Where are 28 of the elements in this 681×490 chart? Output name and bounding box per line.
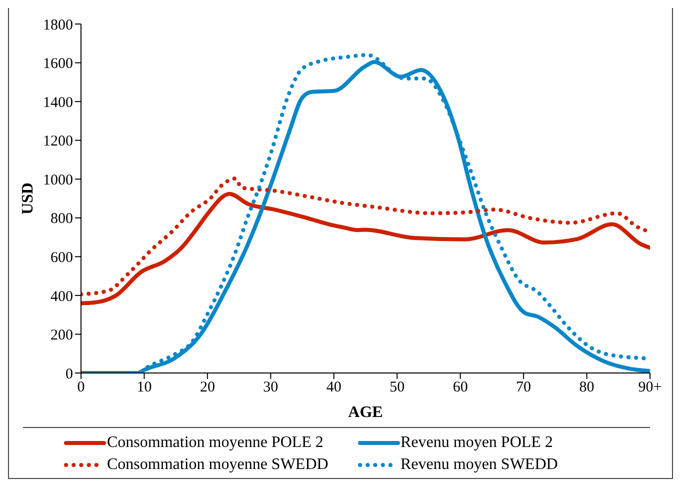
x-tick-label: 60	[452, 380, 468, 396]
x-tick-label: 50	[390, 380, 405, 396]
x-tick-label: 20	[200, 380, 215, 396]
x-tick-label: 0	[77, 380, 85, 396]
line-series	[81, 192, 650, 306]
y-tick-label: 1600	[43, 56, 73, 72]
y-tick-label: 200	[50, 328, 73, 344]
x-tick-label: 30	[263, 380, 278, 396]
x-axis-title: AGE	[348, 404, 383, 421]
x-tick-label: 70	[516, 380, 532, 396]
y-tick-label: 1200	[43, 134, 73, 150]
legend-label: Revenu moyen POLE 2	[400, 434, 553, 452]
y-axis-title: USD	[20, 182, 37, 215]
x-tick-label: 40	[326, 380, 342, 396]
y-tick-label: 1400	[43, 94, 73, 111]
y-tick-label: 400	[50, 288, 73, 305]
legend-label: Consommation moyenne SWEDD	[107, 456, 328, 474]
y-tick-label: 600	[50, 250, 73, 266]
legend-label: Revenu moyen SWEDD	[400, 456, 558, 474]
y-tick-label: 1800	[43, 17, 73, 34]
y-tick-label: 0	[66, 366, 73, 382]
y-tick-label: 1000	[43, 172, 73, 188]
x-tick-label: 10	[136, 380, 152, 396]
line-series	[81, 176, 650, 296]
legend-label: Consommation moyenne POLE 2	[107, 434, 324, 452]
y-tick-label: 800	[50, 211, 73, 228]
x-tick-label: 90+	[638, 380, 662, 396]
x-tick-label: 80	[579, 380, 594, 396]
